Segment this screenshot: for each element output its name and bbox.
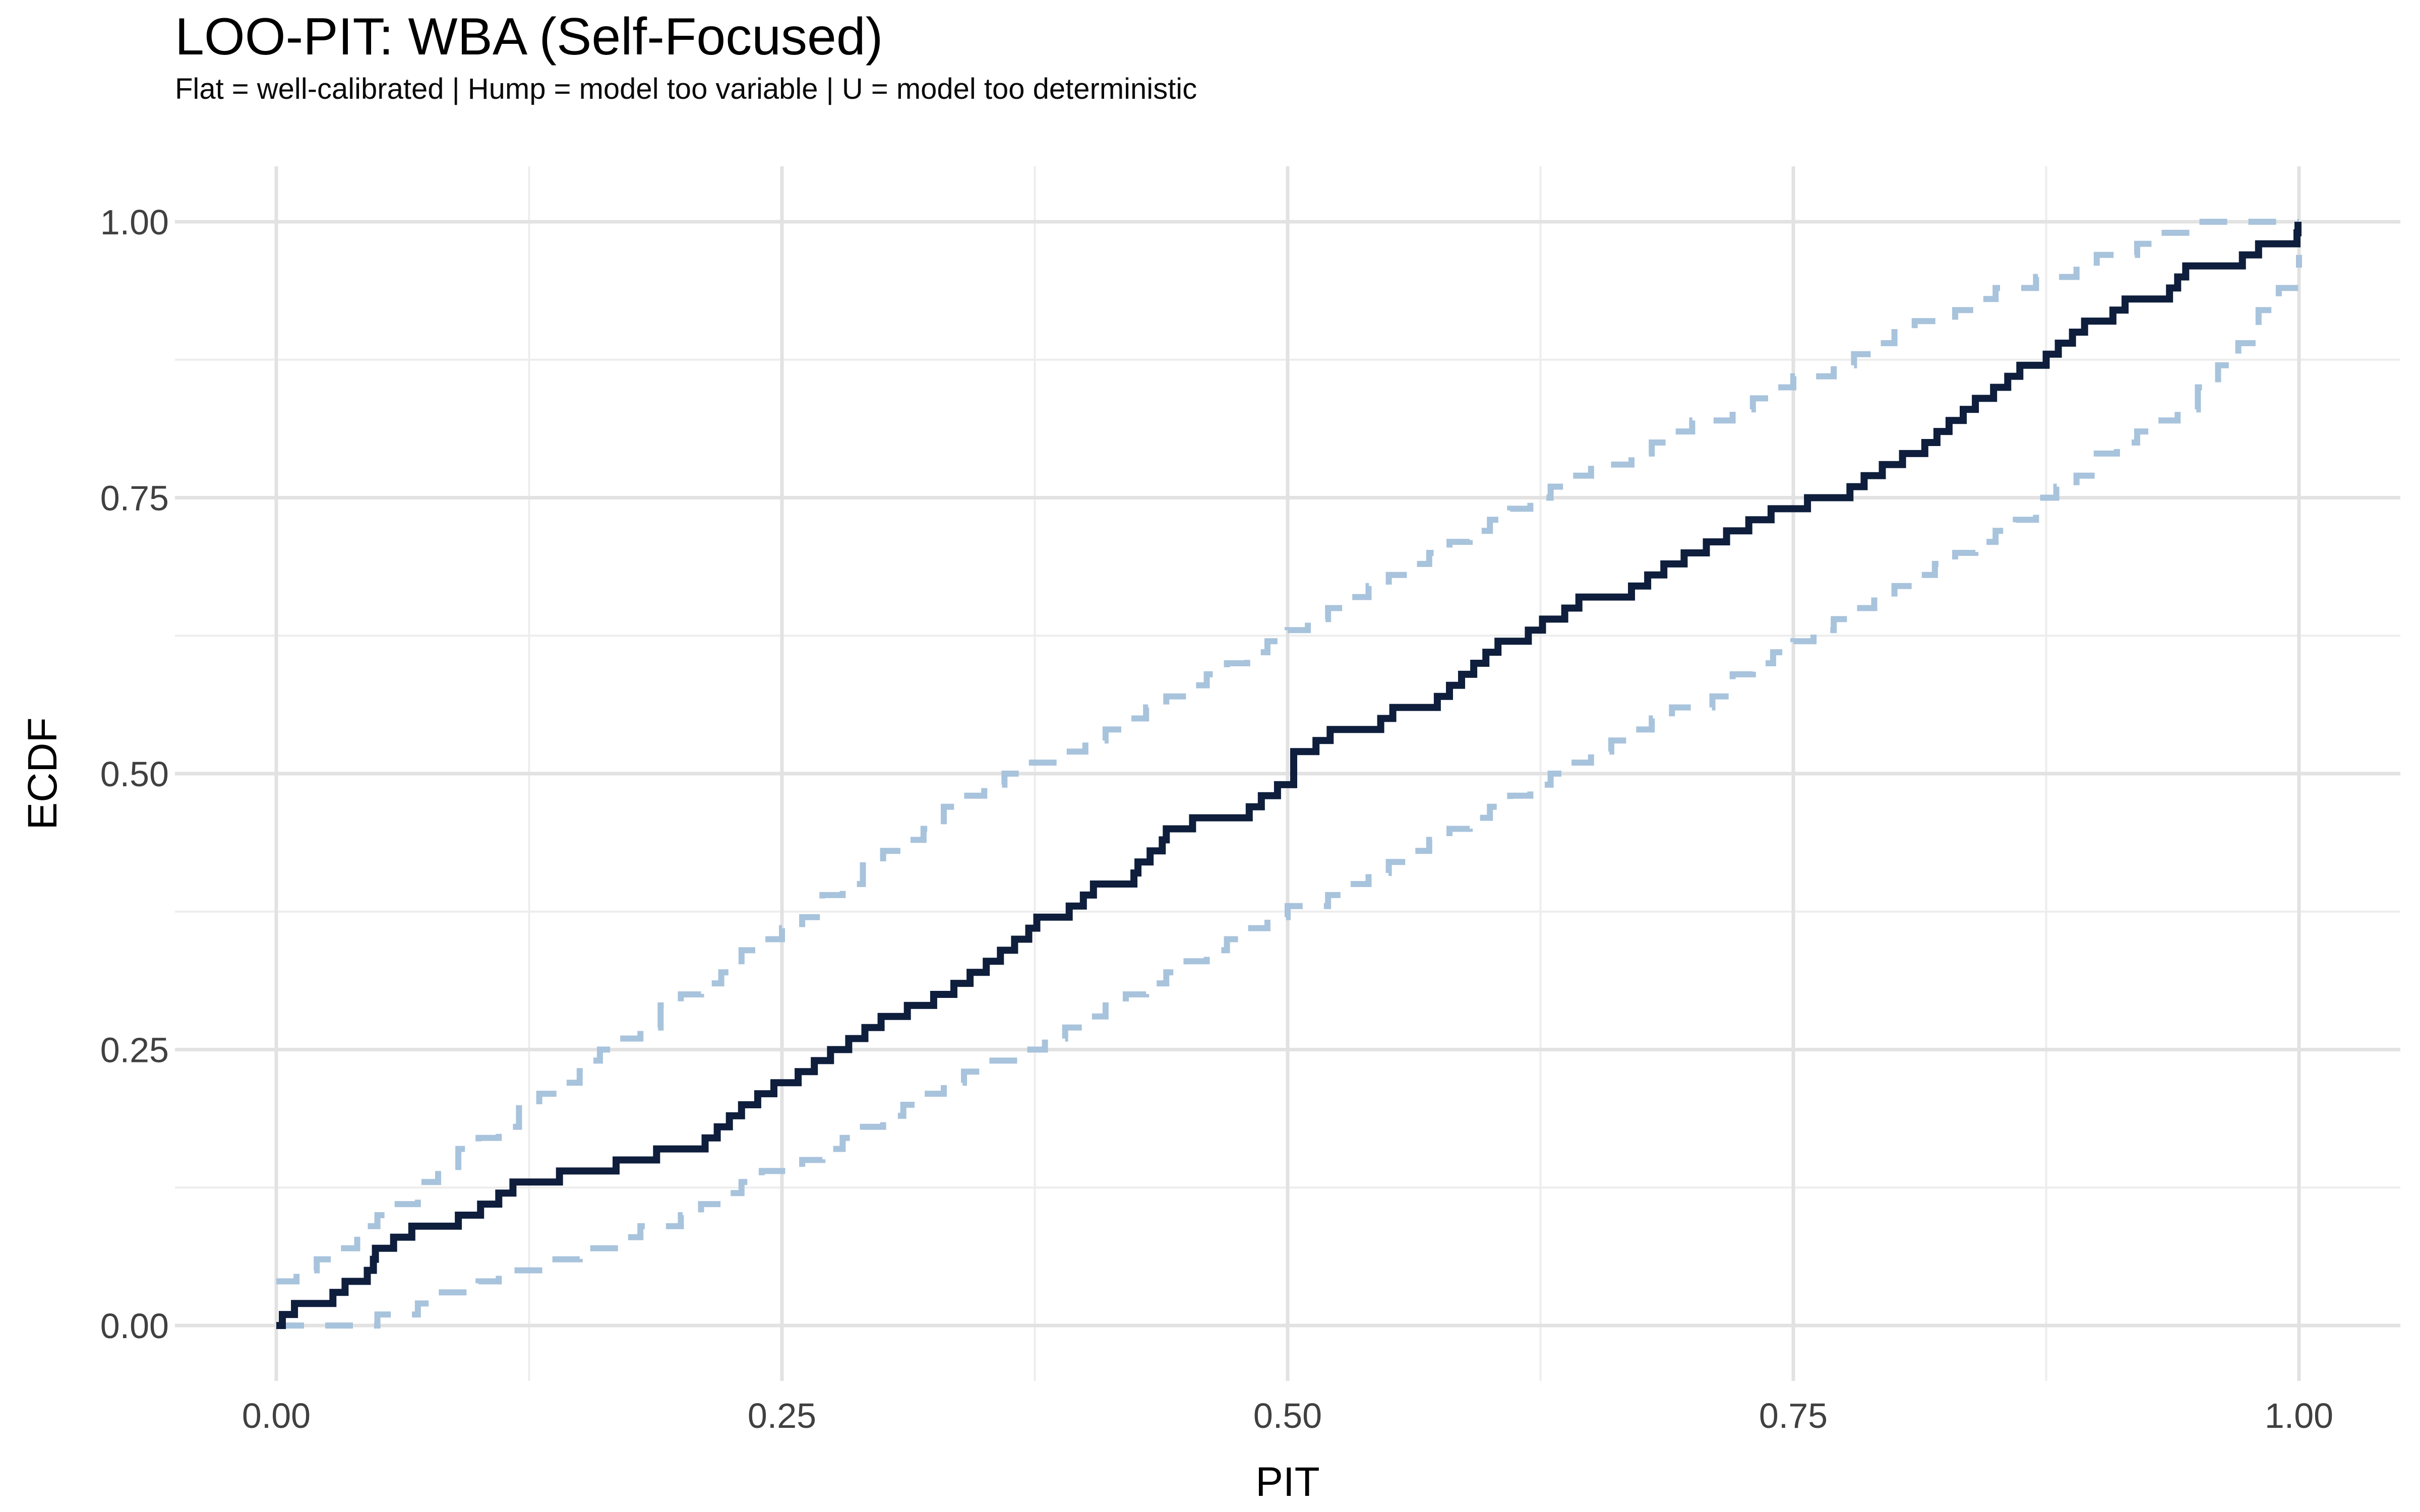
x-tick-label: 0.50 [1253,1396,1322,1435]
x-axis-title: PIT [1255,1459,1320,1505]
upper-envelope-line [276,219,2299,1285]
y-tick-label: 1.00 [100,203,169,242]
plot-title: LOO-PIT: WBA (Self-Focused) [175,8,883,66]
x-tick-label: 1.00 [2265,1396,2333,1435]
x-tick-label: 0.25 [748,1396,816,1435]
loo-pit-ecdf-line [276,222,2302,1329]
y-axis-title: ECDF [20,717,66,830]
series-layer [276,219,2302,1329]
x-tick-label: 0.75 [1759,1396,1828,1435]
x-tick-label: 0.00 [242,1396,311,1435]
y-tick-label: 0.50 [100,754,169,794]
y-tick-label: 0.00 [100,1306,169,1346]
tick-labels: 0.00 0.25 0.50 0.75 1.00 0.00 0.25 0.50 0.75 1.00 [100,203,2333,1435]
major-gridlines [175,166,2400,1381]
y-tick-label: 0.25 [100,1031,169,1070]
plot-subtitle: Flat = well-calibrated | Hump = model to… [175,73,1197,105]
y-tick-label: 0.75 [100,479,169,518]
